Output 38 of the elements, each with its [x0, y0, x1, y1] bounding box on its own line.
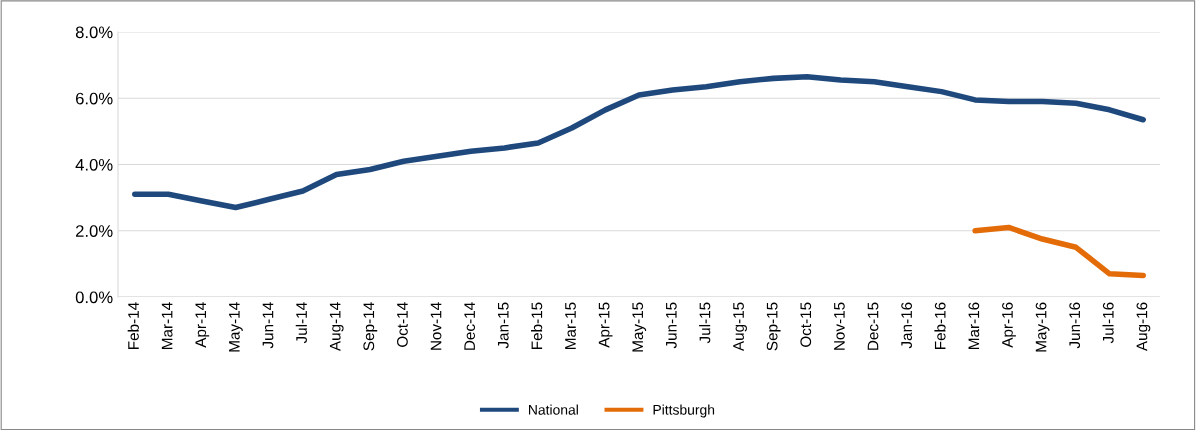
x-tick-label: Feb-16: [934, 302, 946, 350]
x-tick-label: Sep-15: [766, 302, 781, 351]
x-tick-label: Apr-15: [598, 302, 613, 348]
x-tick-label: Dec-15: [867, 302, 879, 350]
x-tick-label: Jul-16: [1102, 302, 1114, 344]
x-tick-label: Aug-14: [329, 302, 344, 352]
x-tick-label: Apr-14: [195, 302, 210, 348]
x-tick-label: Aug-16: [1136, 302, 1151, 352]
x-tick-label: Oct-14: [396, 302, 408, 347]
x-tick-label: Aug-15: [733, 302, 747, 352]
y-tick-label: 8.0%: [75, 26, 113, 39]
x-tick-label: Feb-15: [531, 302, 543, 350]
legend-label: Pittsburgh: [653, 404, 715, 418]
x-tick-label: Mar-16: [968, 302, 980, 349]
x-tick-label: Oct-15: [800, 302, 812, 347]
x-tick-label: Apr-16: [1002, 302, 1016, 348]
x-tick-label: Mar-14: [161, 302, 173, 349]
y-tick-label: 4.0%: [75, 158, 113, 171]
x-tick-label: Mar-15: [565, 302, 576, 349]
x-tick-label: Jun-15: [666, 302, 677, 349]
x-tick-label: Nov-14: [430, 302, 442, 350]
x-tick-label: May-16: [1035, 302, 1050, 352]
y-tick-label: 6.0%: [76, 92, 113, 105]
legend-label: National: [529, 404, 578, 415]
x-tick-label: Dec-14: [464, 302, 476, 350]
x-tick-label: Feb-14: [127, 302, 139, 350]
x-tick-label: Nov-15: [834, 302, 845, 350]
y-tick-label: 2.0%: [75, 225, 113, 237]
x-tick-label: Sep-14: [363, 302, 378, 351]
x-tick-label: Jul-15: [699, 302, 711, 344]
x-tick-label: May-15: [632, 302, 647, 352]
x-tick-label: May-14: [229, 302, 243, 352]
x-tick-label: Jan-15: [497, 302, 509, 349]
x-tick-label: Jun-16: [1069, 302, 1081, 349]
y-tick-label: 0.0%: [75, 291, 113, 304]
x-tick-label: Jul-14: [295, 302, 307, 344]
x-tick-label: Jan-16: [901, 302, 912, 349]
x-tick-label: Jun-14: [262, 302, 274, 349]
